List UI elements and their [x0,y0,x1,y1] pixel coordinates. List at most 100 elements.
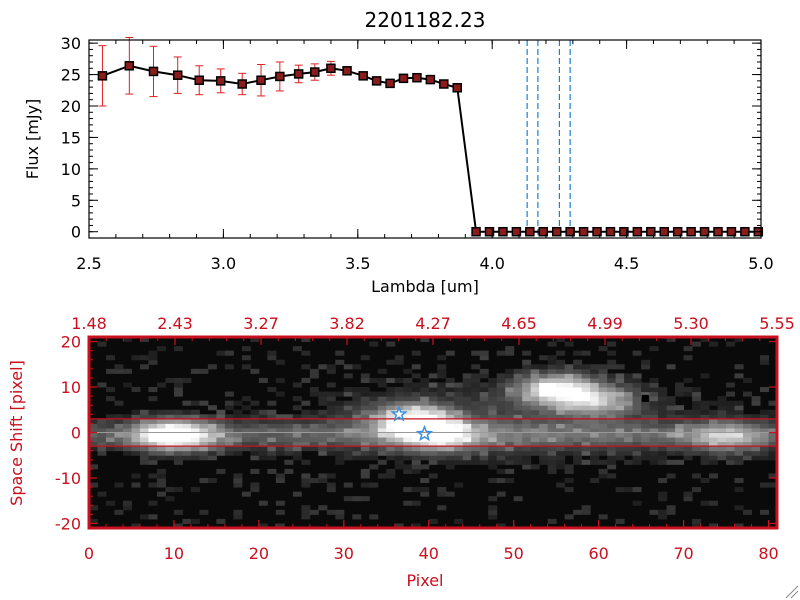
heatmap-cell [216,427,226,433]
heatmap-cell [471,427,481,433]
heatmap-cell [547,441,557,447]
heatmap-cell [666,446,676,452]
heatmap-cell [624,446,634,452]
heatmap-cell [590,382,600,388]
heatmap-cell [675,450,685,456]
resize-grip-icon[interactable] [785,585,799,599]
heatmap-cell [318,432,328,438]
heatmap-cell [607,414,617,420]
heatmap-cell [267,432,277,438]
heatmap-cell [309,437,319,443]
heatmap-cell [556,423,566,429]
heatmap-cell [581,423,591,429]
heatmap-cell [760,437,769,443]
heatmap-cell [590,391,600,397]
heatmap-cell [105,427,115,433]
heatmap-cell [377,414,387,420]
heatmap-cell [505,368,515,374]
heatmap-cell [649,409,659,415]
heatmap-cell [607,359,617,365]
heatmap-cell [292,427,302,433]
heatmap-cell [598,514,608,520]
heatmap-cell [505,423,515,429]
heatmap-cell [496,423,506,429]
heatmap-cell [649,396,659,402]
heatmap-cell [692,441,702,447]
heatmap-cell [97,446,107,452]
heatmap-cell [114,432,124,438]
heatmap-cell [216,441,226,447]
heatmap-cell [403,432,413,438]
heatmap-cell [301,418,311,424]
heatmap-cell [547,459,557,465]
heatmap-cell [275,500,285,506]
heatmap-cell [148,396,158,402]
heatmap-cell [496,523,506,529]
heatmap-cell [411,459,421,465]
heatmap-cell [751,427,761,433]
heatmap-cell [598,387,608,393]
heatmap-cell [496,377,506,383]
heatmap-cell [216,350,226,356]
heatmap-cell [318,473,328,479]
heatmap-cell [403,377,413,383]
heatmap-cell [734,477,744,484]
heatmap-cell [590,405,600,411]
heatmap-cell [182,441,192,447]
heatmap-cell [411,441,421,447]
heatmap-cell [139,364,149,370]
heatmap-cell [556,387,566,393]
heatmap-cell [624,427,634,433]
heatmap-cell [675,382,685,388]
heatmap-cell [632,377,642,383]
heatmap-cell [692,518,702,524]
heatmap-cell [420,418,430,424]
y-tick-label: 30 [61,34,81,53]
heatmap-cell [641,387,651,393]
heatmap-cell [675,414,685,420]
heatmap-cell [547,368,557,374]
heatmap-cell [122,432,132,438]
heatmap-cell [173,446,183,452]
heatmap-cell [352,514,362,520]
heatmap-cell [122,427,132,433]
heatmap-cell [403,423,413,429]
heatmap-cell [369,464,379,470]
heatmap-cell [488,409,498,415]
heatmap-cell [564,405,574,411]
heatmap-cell [581,368,591,374]
heatmap-cell [241,346,251,352]
heatmap-cell [726,418,736,424]
heatmap-cell [420,405,430,411]
heatmap-cell [700,446,710,452]
heatmap-cell [581,418,591,424]
heatmap-cell [547,373,557,379]
heatmap-cell [573,450,583,456]
heatmap-cell [335,427,345,433]
heatmap-cell [377,432,387,438]
heatmap-cell [437,505,447,511]
heatmap-cell [301,437,311,443]
heatmap-cell [139,418,149,424]
heatmap-cell [734,432,744,438]
heatmap-cell [326,368,336,374]
heatmap-cell [471,364,481,370]
heatmap-cell [462,432,472,438]
heatmap-cell [726,409,736,415]
heatmap-cell [471,373,481,379]
heatmap-cell [522,405,532,411]
heatmap-cell [148,418,158,424]
heatmap-cell [241,396,251,402]
heatmap-cell [471,391,481,397]
heatmap-cell [343,409,353,415]
heatmap-cell [428,473,438,479]
heatmap-cell [131,432,141,438]
heatmap-cell [598,432,608,438]
heatmap-cell [539,387,549,393]
data-point [525,226,535,237]
heatmap-cell [445,432,455,438]
heatmap-cell [564,387,574,393]
heatmap-cell [241,423,251,429]
heatmap-cell [224,350,234,356]
